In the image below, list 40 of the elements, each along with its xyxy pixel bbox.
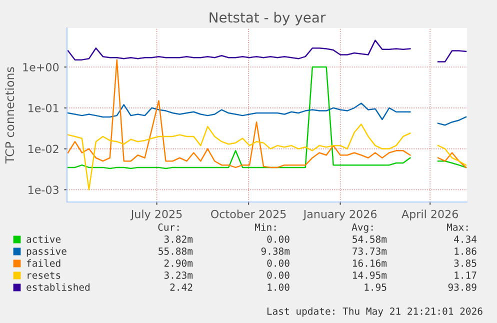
legend-label: active [26, 235, 61, 243]
y-tick-label: 1e-03 [28, 186, 58, 194]
text: 73.73m [352, 247, 387, 255]
y-tick-label: 1e+00 [23, 62, 59, 72]
text: 2.90m [164, 259, 193, 267]
text: Min: [254, 223, 276, 231]
text: 16.16m [353, 259, 387, 267]
text: 3.82m [164, 235, 193, 243]
text: 9.38m [261, 247, 290, 255]
legend-label: established [26, 283, 90, 291]
text: 0.00 [267, 259, 290, 267]
x-tick-label: July 2025 [130, 210, 182, 220]
text: 55.88m [158, 247, 193, 255]
text: Avg: [352, 224, 373, 233]
legend-label: resets [28, 272, 60, 279]
x-tick-label: October 2025 [211, 210, 286, 218]
text: 3.85 [454, 259, 476, 267]
text: 54.58m [352, 235, 387, 243]
text: 2.42 [170, 283, 192, 291]
chart-title: Netstat - by year [210, 12, 326, 26]
text: 0.00 [267, 271, 290, 279]
text: 1.17 [454, 272, 476, 279]
text: Cur: [158, 223, 179, 231]
text: Last update: Thu May 21 21:21:01 2026 [267, 307, 482, 317]
text: 3.23m [164, 271, 193, 279]
text: 1.95 [364, 283, 386, 291]
text: 1.00 [268, 283, 290, 291]
text: 93.89 [448, 283, 476, 291]
text: 0.00 [267, 235, 290, 243]
y-tick-label: 1e-02 [28, 144, 58, 154]
text: 1.86 [454, 247, 476, 255]
text: 4.34 [454, 235, 477, 243]
legend-label: failed [26, 259, 60, 267]
text: 14.95m [353, 271, 387, 279]
text: Max: [446, 224, 468, 231]
y-axis-title: TCP connections [5, 67, 14, 164]
x-tick-label: January 2026 [302, 210, 377, 220]
legend-label: passive [26, 247, 66, 257]
y-tick-label: 1e-01 [28, 104, 58, 112]
x-tick-label: April 2026 [402, 210, 458, 220]
